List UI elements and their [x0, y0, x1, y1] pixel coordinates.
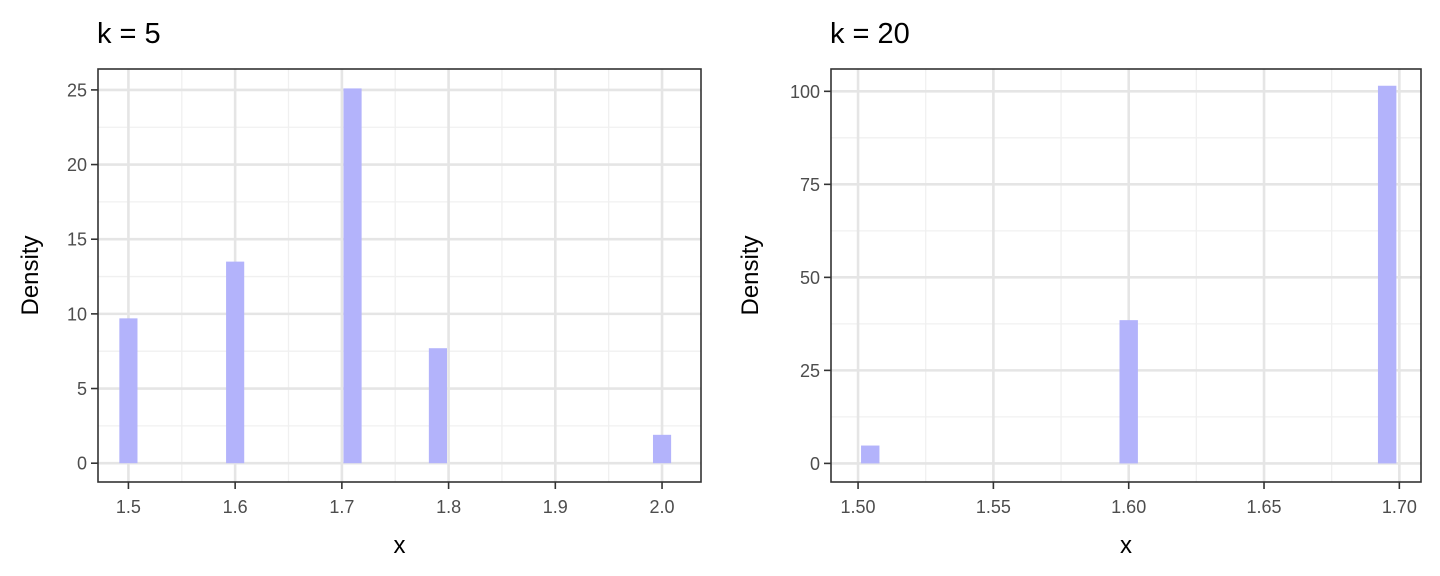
chart-panel-2: 1.50 1.55 1.60 1.65 1.70 0 25 50 75 100 k = 20 x Den… [737, 18, 1422, 559]
panel-title: k = 20 [830, 18, 910, 50]
x-tick-label: 1.50 [841, 497, 876, 517]
y-axis-title: Density [737, 235, 764, 315]
histogram-bar [226, 261, 245, 464]
y-tick-label: 0 [810, 454, 820, 474]
x-tick-label: 1.60 [1111, 497, 1146, 517]
histogram-bar [1377, 85, 1397, 464]
histogram-bar [343, 88, 362, 464]
y-tick-label: 20 [67, 155, 87, 175]
y-tick-label: 75 [800, 175, 820, 195]
x-tick-label: 1.7 [329, 497, 354, 517]
y-tick-label: 25 [67, 80, 87, 100]
x-axis-title: x [1120, 532, 1132, 559]
panel-background [98, 69, 701, 482]
x-tick-label: 1.8 [436, 497, 461, 517]
y-tick-label: 15 [67, 230, 87, 250]
y-tick-label: 25 [800, 361, 820, 381]
y-axis-title: Density [17, 235, 44, 315]
y-tick-label: 50 [800, 268, 820, 288]
x-tick-label: 1.55 [976, 497, 1011, 517]
y-tick-label: 100 [790, 82, 820, 102]
histogram-bar [1119, 320, 1138, 464]
x-tick-label: 1.9 [543, 497, 568, 517]
y-tick-label: 10 [67, 304, 87, 324]
chart-panel-1: 1.5 1.6 1.7 1.8 1.9 2.0 0 5 10 15 20 25 k = 5 x Densit… [17, 18, 702, 559]
x-axis-title: x [394, 532, 406, 559]
panel-border [97, 68, 702, 483]
histogram-bar [428, 348, 447, 464]
panel-border [830, 68, 1422, 483]
panel-title: k = 5 [97, 18, 161, 50]
x-tick-label: 1.65 [1247, 497, 1282, 517]
x-tick-label: 1.5 [116, 497, 141, 517]
y-tick-label: 0 [77, 454, 87, 474]
x-tick-label: 1.70 [1382, 497, 1417, 517]
x-tick-label: 1.6 [223, 497, 248, 517]
y-tick-label: 5 [77, 379, 87, 399]
histogram-bar [652, 434, 672, 464]
x-tick-label: 2.0 [650, 497, 675, 517]
histogram-bar [861, 445, 880, 464]
histogram-bar [119, 318, 138, 464]
